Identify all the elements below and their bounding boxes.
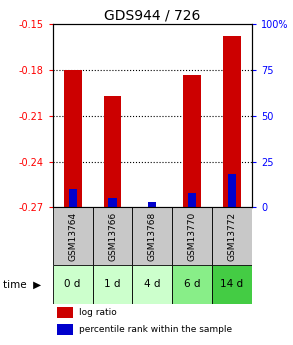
Bar <box>212 265 252 304</box>
Text: GSM13768: GSM13768 <box>148 211 157 261</box>
Text: GSM13766: GSM13766 <box>108 211 117 261</box>
Text: 14 d: 14 d <box>221 279 243 289</box>
Bar <box>143 207 161 210</box>
Bar <box>132 207 172 265</box>
Bar <box>228 174 236 207</box>
Bar <box>172 265 212 304</box>
Text: 0 d: 0 d <box>64 279 81 289</box>
Bar <box>69 189 77 207</box>
Text: 6 d: 6 d <box>184 279 200 289</box>
Text: percentile rank within the sample: percentile rank within the sample <box>79 325 232 334</box>
Bar <box>132 265 172 304</box>
Bar <box>93 207 132 265</box>
Bar <box>53 207 93 265</box>
Bar <box>172 207 212 265</box>
Bar <box>57 307 73 318</box>
Bar <box>64 70 82 207</box>
Bar <box>223 36 241 207</box>
Title: GDS944 / 726: GDS944 / 726 <box>104 9 200 23</box>
Bar <box>183 75 201 207</box>
Bar <box>57 324 73 335</box>
Text: 1 d: 1 d <box>104 279 121 289</box>
Text: 4 d: 4 d <box>144 279 161 289</box>
Bar <box>188 193 196 207</box>
Bar <box>212 207 252 265</box>
Bar <box>108 198 117 207</box>
Text: GSM13772: GSM13772 <box>228 211 236 260</box>
Bar <box>93 265 132 304</box>
Bar <box>103 96 122 207</box>
Bar <box>148 202 156 207</box>
Text: log ratio: log ratio <box>79 308 116 317</box>
Bar <box>53 265 93 304</box>
Text: GSM13764: GSM13764 <box>68 211 77 260</box>
Text: GSM13770: GSM13770 <box>188 211 197 261</box>
Text: time  ▶: time ▶ <box>3 279 41 289</box>
